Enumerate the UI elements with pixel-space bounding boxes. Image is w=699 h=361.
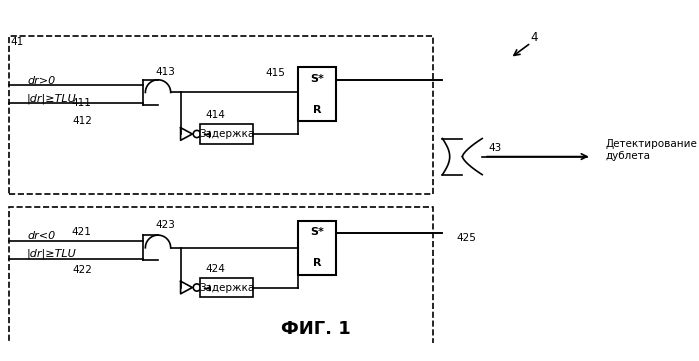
Text: 41: 41 — [11, 38, 24, 47]
Text: 412: 412 — [72, 116, 92, 126]
Text: 415: 415 — [266, 69, 285, 78]
Bar — [9, 207, 433, 361]
Text: dr>0: dr>0 — [27, 76, 55, 86]
Bar — [201, 124, 253, 144]
Bar — [298, 221, 336, 275]
Text: Детектирование
дублета: Детектирование дублета — [605, 139, 697, 161]
Text: S*: S* — [310, 74, 324, 84]
Text: Задержка: Задержка — [199, 129, 254, 139]
Bar — [298, 67, 336, 121]
Text: 43: 43 — [488, 143, 501, 153]
Text: Задержка: Задержка — [199, 283, 254, 292]
Text: |dr|≥TLU: |dr|≥TLU — [27, 93, 77, 104]
Text: 411: 411 — [71, 98, 91, 108]
Text: R: R — [312, 105, 322, 114]
Text: |dr|≥TLU: |dr|≥TLU — [27, 249, 77, 259]
Text: dr<0: dr<0 — [27, 231, 55, 241]
Text: 423: 423 — [155, 220, 175, 230]
Text: 414: 414 — [205, 110, 225, 120]
Bar — [201, 278, 253, 297]
Text: 413: 413 — [155, 67, 175, 77]
Text: 421: 421 — [71, 226, 91, 236]
Text: 4: 4 — [531, 31, 538, 44]
Text: 425: 425 — [456, 233, 476, 243]
Text: 424: 424 — [205, 264, 225, 274]
Text: 422: 422 — [72, 265, 92, 275]
Bar — [9, 36, 433, 193]
Text: R: R — [312, 258, 322, 268]
Text: S*: S* — [310, 227, 324, 238]
Text: ФИГ. 1: ФИГ. 1 — [281, 320, 351, 338]
